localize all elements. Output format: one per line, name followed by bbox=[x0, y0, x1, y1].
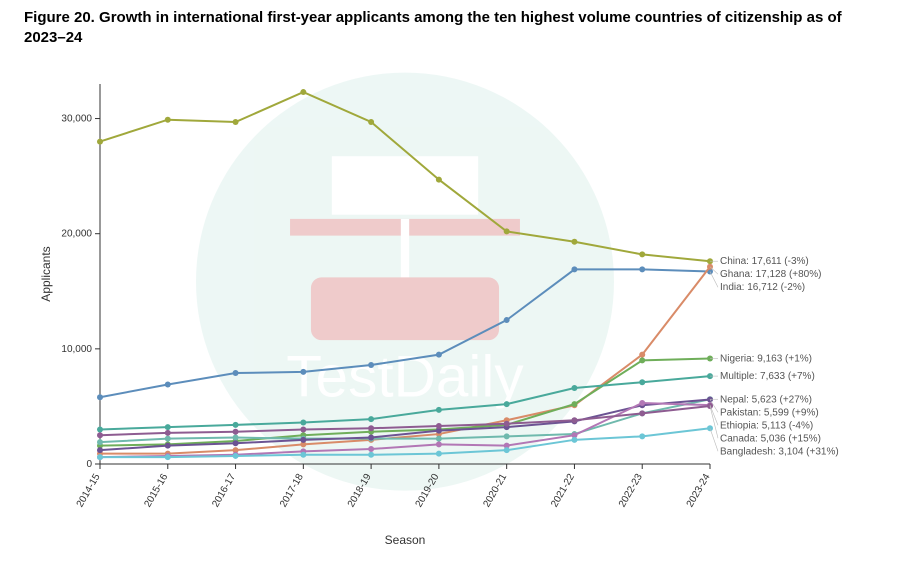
svg-text:Ghana: 17,128 (+80%): Ghana: 17,128 (+80%) bbox=[720, 269, 821, 280]
line-chart: TestDaily010,00020,00030,000Applicants20… bbox=[30, 54, 880, 564]
svg-text:30,000: 30,000 bbox=[61, 114, 92, 125]
svg-text:Applicants: Applicants bbox=[39, 246, 53, 301]
svg-text:China: 17,611 (-3%): China: 17,611 (-3%) bbox=[720, 256, 809, 267]
svg-text:TestDaily: TestDaily bbox=[286, 345, 524, 410]
svg-text:Nigeria: 9,163 (+1%): Nigeria: 9,163 (+1%) bbox=[720, 353, 812, 364]
svg-text:Bangladesh: 3,104 (+31%): Bangladesh: 3,104 (+31%) bbox=[720, 446, 839, 457]
svg-text:10,000: 10,000 bbox=[61, 344, 92, 355]
svg-text:Canada: 5,036 (+15%): Canada: 5,036 (+15%) bbox=[720, 433, 821, 444]
svg-text:Ethiopia: 5,113 (-4%): Ethiopia: 5,113 (-4%) bbox=[720, 420, 813, 431]
figure-title: Figure 20. Growth in international first… bbox=[24, 8, 876, 47]
svg-text:Pakistan: 5,599 (+9%): Pakistan: 5,599 (+9%) bbox=[720, 407, 819, 418]
svg-text:Season: Season bbox=[385, 533, 426, 547]
svg-text:0: 0 bbox=[86, 459, 92, 470]
svg-text:India: 16,712 (-2%): India: 16,712 (-2%) bbox=[720, 282, 805, 293]
svg-text:20,000: 20,000 bbox=[61, 229, 92, 240]
svg-text:Multiple: 7,633 (+7%): Multiple: 7,633 (+7%) bbox=[720, 371, 815, 382]
chart-container: TestDaily010,00020,00030,000Applicants20… bbox=[30, 54, 880, 564]
svg-text:Nepal: 5,623 (+27%): Nepal: 5,623 (+27%) bbox=[720, 394, 812, 405]
